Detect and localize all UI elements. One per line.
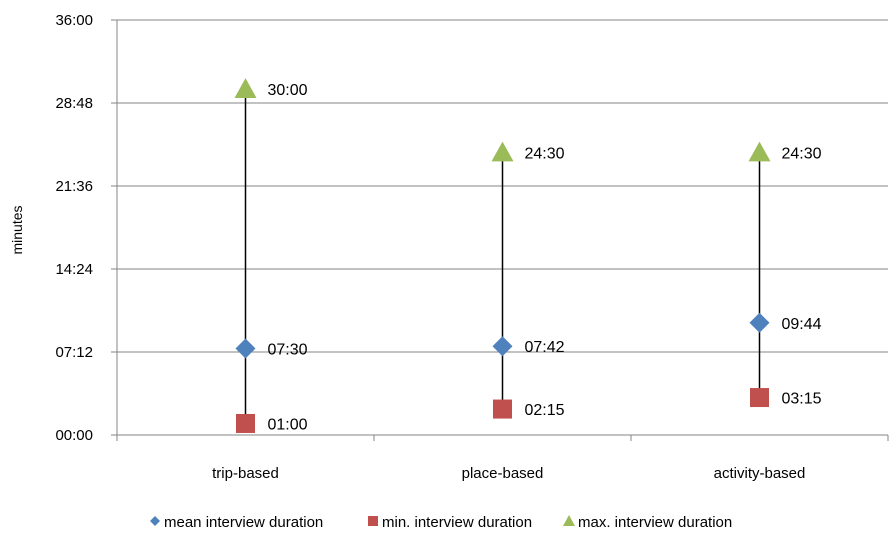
y-tick-label: 14:24	[55, 261, 93, 278]
max-data-label: 24:30	[782, 146, 822, 163]
legend-entry-label: max. interview duration	[578, 514, 732, 531]
legend-square-icon	[368, 516, 378, 526]
legend-triangle-icon	[563, 515, 575, 526]
data-labels: 07:30 07:42 09:44 01:00 02:15 03:15 30:00 24:30…	[268, 82, 822, 433]
mean-marker	[235, 338, 256, 359]
x-tick-label: trip-based	[212, 465, 279, 482]
range-lines	[244, 89, 761, 424]
mean-data-label: 07:42	[525, 339, 565, 356]
legend: mean interview duration min. interview du…	[150, 514, 732, 531]
max-data-label: 24:30	[525, 146, 565, 163]
x-tick-labels: trip-based place-based activity-based	[212, 465, 805, 482]
min-data-label: 01:00	[268, 416, 308, 433]
min-data-label: 03:15	[782, 391, 822, 408]
y-axis-label: minutes	[9, 205, 25, 254]
legend-entry-label: mean interview duration	[164, 514, 323, 531]
axes	[111, 19, 889, 441]
y-tick-labels: 00:00 07:12 14:24 21:36 28:48 36:00	[55, 12, 93, 444]
mean-marker	[749, 312, 770, 333]
legend-diamond-icon	[150, 516, 160, 526]
mean-data-label: 09:44	[782, 316, 822, 333]
y-tick-label: 28:48	[55, 95, 93, 112]
x-tick-label: place-based	[462, 465, 544, 482]
y-tick-label: 07:12	[55, 344, 93, 361]
data-markers	[234, 78, 771, 433]
min-marker	[236, 413, 255, 433]
y-tick-label: 36:00	[55, 12, 93, 29]
mean-marker	[492, 336, 513, 357]
y-tick-label: 21:36	[55, 178, 93, 195]
x-tick-label: activity-based	[714, 465, 806, 482]
y-tick-label: 00:00	[55, 427, 93, 444]
max-marker	[748, 141, 771, 162]
max-marker	[234, 78, 257, 98]
max-data-label: 30:00	[268, 82, 308, 99]
max-marker	[491, 141, 514, 162]
min-marker	[750, 388, 769, 408]
mean-data-label: 07:30	[268, 342, 308, 359]
legend-entry-label: min. interview duration	[382, 514, 532, 531]
min-marker	[493, 399, 512, 419]
min-data-label: 02:15	[525, 402, 565, 419]
